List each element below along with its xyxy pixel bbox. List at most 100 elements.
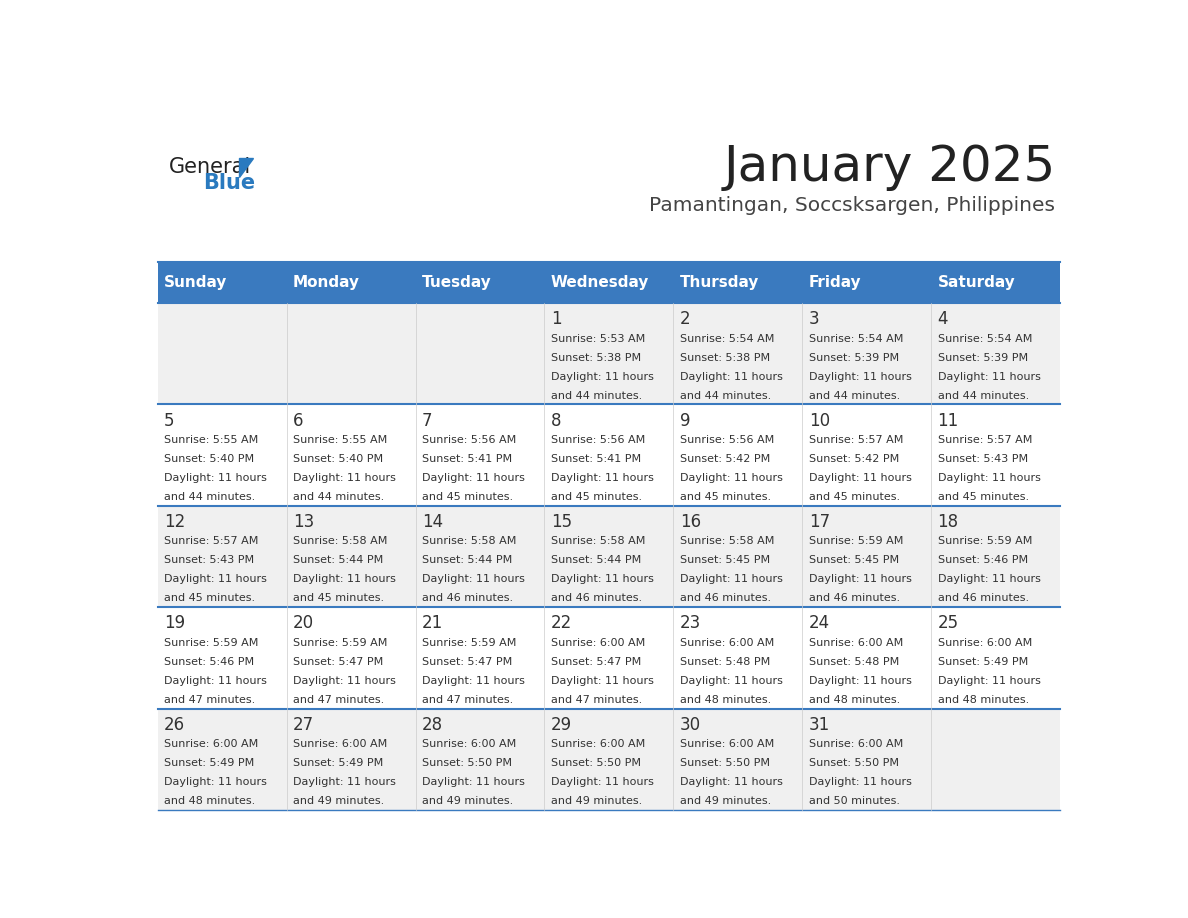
Text: and 46 minutes.: and 46 minutes. (937, 593, 1029, 603)
Text: Daylight: 11 hours: Daylight: 11 hours (937, 676, 1041, 686)
Text: and 48 minutes.: and 48 minutes. (164, 796, 255, 806)
Text: Daylight: 11 hours: Daylight: 11 hours (937, 372, 1041, 382)
Text: Sunset: 5:40 PM: Sunset: 5:40 PM (293, 453, 384, 464)
Text: 18: 18 (937, 513, 959, 531)
Text: 13: 13 (293, 513, 315, 531)
Text: Monday: Monday (293, 275, 360, 290)
Text: Sunset: 5:47 PM: Sunset: 5:47 PM (293, 656, 384, 666)
Text: and 49 minutes.: and 49 minutes. (293, 796, 384, 806)
Text: 25: 25 (937, 614, 959, 633)
Text: Daylight: 11 hours: Daylight: 11 hours (164, 778, 267, 787)
Text: Daylight: 11 hours: Daylight: 11 hours (422, 676, 525, 686)
Text: Sunset: 5:50 PM: Sunset: 5:50 PM (551, 758, 640, 768)
Text: Sunrise: 6:00 AM: Sunrise: 6:00 AM (809, 739, 903, 749)
Text: Wednesday: Wednesday (551, 275, 649, 290)
Text: 31: 31 (809, 716, 830, 733)
Text: Saturday: Saturday (937, 275, 1016, 290)
Text: Sunset: 5:43 PM: Sunset: 5:43 PM (164, 555, 254, 565)
Text: Sunrise: 5:54 AM: Sunrise: 5:54 AM (937, 333, 1032, 343)
Text: Sunrise: 5:59 AM: Sunrise: 5:59 AM (937, 536, 1032, 546)
Bar (416, 506, 544, 607)
Text: Sunrise: 5:54 AM: Sunrise: 5:54 AM (809, 333, 903, 343)
Text: 8: 8 (551, 411, 562, 430)
Text: and 46 minutes.: and 46 minutes. (422, 593, 513, 603)
Text: Sunset: 5:47 PM: Sunset: 5:47 PM (422, 656, 512, 666)
Text: and 45 minutes.: and 45 minutes. (551, 492, 642, 502)
Text: 16: 16 (680, 513, 701, 531)
Text: and 44 minutes.: and 44 minutes. (937, 391, 1029, 400)
Bar (416, 405, 544, 506)
Text: Sunset: 5:49 PM: Sunset: 5:49 PM (293, 758, 384, 768)
Bar (158, 303, 286, 405)
Text: 20: 20 (293, 614, 314, 633)
Bar (802, 709, 931, 810)
Text: and 47 minutes.: and 47 minutes. (422, 695, 513, 705)
Bar (674, 506, 802, 607)
Text: Daylight: 11 hours: Daylight: 11 hours (164, 473, 267, 483)
Text: Daylight: 11 hours: Daylight: 11 hours (293, 778, 396, 787)
Text: Sunset: 5:43 PM: Sunset: 5:43 PM (937, 453, 1028, 464)
Text: Sunrise: 5:59 AM: Sunrise: 5:59 AM (422, 638, 517, 647)
Text: Daylight: 11 hours: Daylight: 11 hours (293, 575, 396, 585)
Bar (416, 263, 544, 303)
Bar (158, 607, 286, 709)
Text: 10: 10 (809, 411, 829, 430)
Text: Sunrise: 5:55 AM: Sunrise: 5:55 AM (164, 435, 259, 445)
Text: and 49 minutes.: and 49 minutes. (422, 796, 513, 806)
Text: Sunrise: 6:00 AM: Sunrise: 6:00 AM (293, 739, 387, 749)
Text: Daylight: 11 hours: Daylight: 11 hours (680, 372, 783, 382)
Text: Sunrise: 6:00 AM: Sunrise: 6:00 AM (680, 638, 775, 647)
Text: Sunrise: 6:00 AM: Sunrise: 6:00 AM (937, 638, 1032, 647)
Text: Friday: Friday (809, 275, 861, 290)
Text: and 46 minutes.: and 46 minutes. (809, 593, 899, 603)
Text: Sunset: 5:46 PM: Sunset: 5:46 PM (937, 555, 1028, 565)
Text: January 2025: January 2025 (723, 142, 1055, 191)
Text: Sunset: 5:50 PM: Sunset: 5:50 PM (809, 758, 898, 768)
Bar (674, 709, 802, 810)
Text: Sunset: 5:48 PM: Sunset: 5:48 PM (809, 656, 899, 666)
Text: 24: 24 (809, 614, 829, 633)
Text: Sunset: 5:44 PM: Sunset: 5:44 PM (422, 555, 512, 565)
Text: and 44 minutes.: and 44 minutes. (551, 391, 642, 400)
Bar (286, 709, 416, 810)
Text: Sunset: 5:48 PM: Sunset: 5:48 PM (680, 656, 770, 666)
Text: and 46 minutes.: and 46 minutes. (551, 593, 642, 603)
Bar (931, 506, 1060, 607)
Bar (802, 607, 931, 709)
Text: Daylight: 11 hours: Daylight: 11 hours (680, 473, 783, 483)
Text: Daylight: 11 hours: Daylight: 11 hours (551, 676, 653, 686)
Bar (158, 263, 286, 303)
Text: Daylight: 11 hours: Daylight: 11 hours (551, 473, 653, 483)
Text: Sunrise: 6:00 AM: Sunrise: 6:00 AM (680, 739, 775, 749)
Text: and 45 minutes.: and 45 minutes. (937, 492, 1029, 502)
Text: Sunrise: 5:53 AM: Sunrise: 5:53 AM (551, 333, 645, 343)
Bar (544, 303, 674, 405)
Bar (158, 709, 286, 810)
Text: 5: 5 (164, 411, 175, 430)
Bar (674, 303, 802, 405)
Text: 30: 30 (680, 716, 701, 733)
Text: 29: 29 (551, 716, 571, 733)
Text: Daylight: 11 hours: Daylight: 11 hours (680, 676, 783, 686)
Text: Sunset: 5:44 PM: Sunset: 5:44 PM (293, 555, 384, 565)
Bar (931, 303, 1060, 405)
Text: Sunset: 5:50 PM: Sunset: 5:50 PM (422, 758, 512, 768)
Text: Sunset: 5:42 PM: Sunset: 5:42 PM (809, 453, 899, 464)
Text: and 49 minutes.: and 49 minutes. (680, 796, 771, 806)
Text: Daylight: 11 hours: Daylight: 11 hours (551, 372, 653, 382)
Text: and 45 minutes.: and 45 minutes. (422, 492, 513, 502)
Bar (802, 405, 931, 506)
Text: Sunset: 5:49 PM: Sunset: 5:49 PM (164, 758, 254, 768)
Bar (931, 709, 1060, 810)
Text: Sunrise: 5:56 AM: Sunrise: 5:56 AM (680, 435, 775, 445)
Bar (286, 405, 416, 506)
Text: and 45 minutes.: and 45 minutes. (680, 492, 771, 502)
Text: Sunrise: 5:56 AM: Sunrise: 5:56 AM (551, 435, 645, 445)
Text: and 44 minutes.: and 44 minutes. (164, 492, 255, 502)
Text: and 48 minutes.: and 48 minutes. (937, 695, 1029, 705)
Text: Pamantingan, Soccsksargen, Philippines: Pamantingan, Soccsksargen, Philippines (650, 196, 1055, 215)
Text: Sunset: 5:49 PM: Sunset: 5:49 PM (937, 656, 1028, 666)
Text: and 49 minutes.: and 49 minutes. (551, 796, 642, 806)
Bar (674, 263, 802, 303)
Text: Sunset: 5:47 PM: Sunset: 5:47 PM (551, 656, 642, 666)
